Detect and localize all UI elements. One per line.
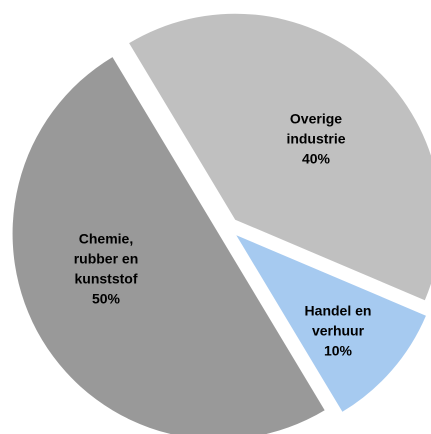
- slice-label: industrie: [286, 131, 345, 147]
- pie-slice: [129, 13, 431, 301]
- slice-label: Chemie,: [79, 231, 133, 247]
- pie-slice: [12, 57, 325, 434]
- slice-label: rubber en: [74, 251, 139, 267]
- slice-value-label: 40%: [302, 151, 331, 167]
- slice-label: verhuur: [312, 323, 365, 339]
- pie-slice: [236, 235, 426, 412]
- slice-label: Overige: [290, 111, 342, 127]
- slice-value-label: 50%: [92, 291, 121, 307]
- slice-value-label: 10%: [324, 343, 353, 359]
- slice-label: kunststof: [75, 271, 138, 287]
- slice-label: Handel en: [305, 303, 372, 319]
